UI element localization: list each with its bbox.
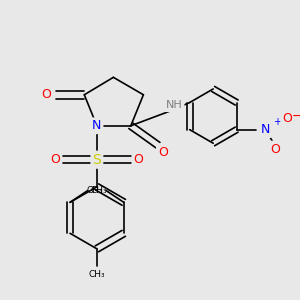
Text: O: O [50,153,60,166]
Text: S: S [92,153,101,167]
Text: O: O [42,88,51,101]
Text: N: N [92,119,102,132]
Text: N: N [261,123,270,136]
Text: −: − [292,110,300,123]
Text: O: O [271,142,281,155]
Text: O: O [282,112,292,124]
Text: NH: NH [166,100,183,110]
Text: O: O [134,153,143,166]
Text: +: + [273,117,281,127]
Text: CH₃: CH₃ [87,186,103,195]
Text: O: O [158,146,168,159]
Text: CH₃: CH₃ [88,270,105,279]
Text: CH₃: CH₃ [90,186,107,195]
